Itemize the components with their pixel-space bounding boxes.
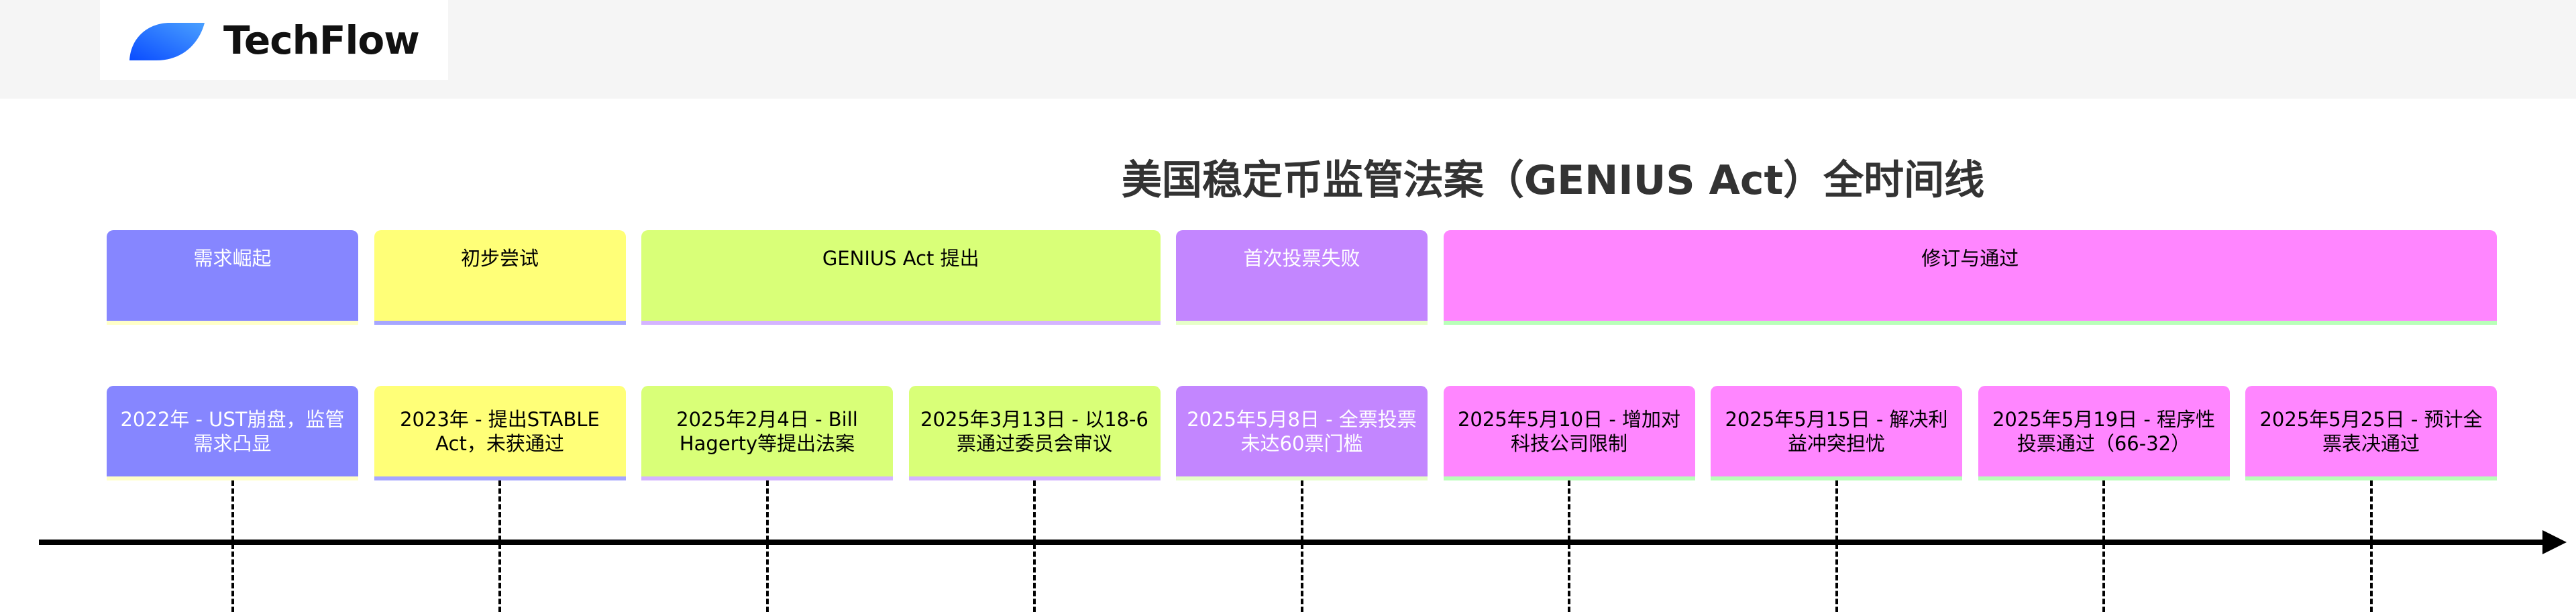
event-text: 2022年 - UST崩盘，监管需求凸显 xyxy=(120,407,345,455)
event-card: 2025年5月25日 - 预计全票表决通过 xyxy=(2245,386,2497,480)
event-card: 2023年 - 提出STABLE Act，未获通过 xyxy=(374,386,626,480)
section-header: 初步尝试 xyxy=(374,230,626,325)
event-card: 2025年3月13日 - 以18-6票通过委员会审议 xyxy=(908,386,1161,480)
event-card: 2025年5月15日 - 解决利益冲突担忧 xyxy=(1711,386,1962,480)
event-card: 2025年5月10日 - 增加对科技公司限制 xyxy=(1443,386,1695,480)
event-card: 2025年5月8日 - 全票投票未达60票门槛 xyxy=(1176,386,1428,480)
section-header: 需求崛起 xyxy=(107,230,358,325)
event-connector-line xyxy=(1033,480,1036,612)
leaf-logo-icon xyxy=(129,23,205,60)
header-bar: TechFlow xyxy=(0,0,2576,99)
event-connector-line xyxy=(1835,480,1838,612)
timeline-axis xyxy=(39,540,2548,545)
event-connector-line xyxy=(2102,480,2105,612)
event-card: 2022年 - UST崩盘，监管需求凸显 xyxy=(107,386,358,480)
event-text: 2025年5月8日 - 全票投票未达60票门槛 xyxy=(1187,407,1417,455)
event-connector-line xyxy=(498,480,501,612)
event-connector-line xyxy=(1568,480,1570,612)
event-text: 2025年3月13日 - 以18-6票通过委员会审议 xyxy=(920,407,1148,455)
event-connector-line xyxy=(765,480,769,612)
event-text: 2025年2月4日 - Bill Hagerty等提出法案 xyxy=(676,407,858,455)
section-header: 修订与通过 xyxy=(1443,230,2497,325)
axis-arrow-icon xyxy=(2542,530,2567,554)
event-text: 2025年5月25日 - 预计全票表决通过 xyxy=(2259,407,2483,455)
event-card: 2025年5月19日 - 程序性投票通过（66-32） xyxy=(1978,386,2230,480)
brand-name: TechFlow xyxy=(223,17,420,63)
section-header: GENIUS Act 提出 xyxy=(641,230,1161,325)
event-connector-line xyxy=(2369,480,2373,612)
event-text: 2025年5月19日 - 程序性投票通过（66-32） xyxy=(1992,407,2216,455)
event-card: 2025年2月4日 - Bill Hagerty等提出法案 xyxy=(641,386,893,480)
section-header: 首次投票失败 xyxy=(1176,230,1428,325)
event-text: 2025年5月15日 - 解决利益冲突担忧 xyxy=(1725,407,1948,455)
event-connector-line xyxy=(231,480,234,612)
event-text: 2025年5月10日 - 增加对科技公司限制 xyxy=(1457,407,1681,455)
page-title: 美国稳定币监管法案（GENIUS Act）全时间线 xyxy=(1121,157,1985,204)
event-text: 2023年 - 提出STABLE Act，未获通过 xyxy=(400,407,600,455)
logo: TechFlow xyxy=(100,0,448,80)
event-connector-line xyxy=(1300,480,1303,612)
